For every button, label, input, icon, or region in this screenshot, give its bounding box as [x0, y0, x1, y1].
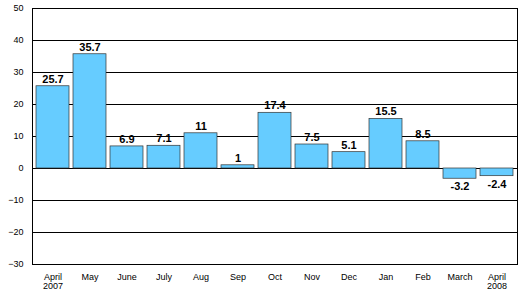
svg-text:−30: −30 [8, 259, 23, 269]
svg-text:April2007: April2007 [43, 272, 63, 291]
svg-text:8.5: 8.5 [415, 128, 430, 140]
svg-text:−20: −20 [8, 227, 23, 237]
svg-text:−10: −10 [8, 195, 23, 205]
svg-text:20: 20 [13, 99, 23, 109]
svg-text:30: 30 [13, 67, 23, 77]
svg-text:-2.4: -2.4 [488, 178, 508, 190]
svg-text:7.1: 7.1 [156, 132, 171, 144]
svg-text:Sep: Sep [230, 272, 246, 282]
svg-text:June: June [117, 272, 137, 282]
svg-text:April2008: April2008 [487, 272, 507, 291]
svg-text:5.1: 5.1 [341, 139, 356, 151]
svg-text:11: 11 [195, 120, 207, 132]
svg-text:40: 40 [13, 35, 23, 45]
svg-text:17.4: 17.4 [264, 99, 286, 111]
svg-text:50: 50 [13, 3, 23, 13]
svg-text:July: July [156, 272, 173, 282]
svg-text:Feb: Feb [415, 272, 431, 282]
svg-text:Dec: Dec [341, 272, 358, 282]
svg-text:10: 10 [13, 131, 23, 141]
svg-text:-3.2: -3.2 [451, 180, 470, 192]
svg-text:7.5: 7.5 [304, 131, 319, 143]
svg-text:Jan: Jan [379, 272, 394, 282]
svg-text:May: May [81, 272, 99, 282]
svg-text:0: 0 [18, 163, 23, 173]
svg-text:Aug: Aug [193, 272, 209, 282]
svg-text:25.7: 25.7 [42, 73, 63, 85]
svg-text:6.9: 6.9 [119, 133, 134, 145]
svg-text:March: March [447, 272, 472, 282]
svg-text:Nov: Nov [304, 272, 321, 282]
svg-text:Oct: Oct [268, 272, 283, 282]
svg-text:35.7: 35.7 [79, 41, 100, 53]
svg-text:1: 1 [235, 152, 241, 164]
svg-text:15.5: 15.5 [375, 105, 396, 117]
